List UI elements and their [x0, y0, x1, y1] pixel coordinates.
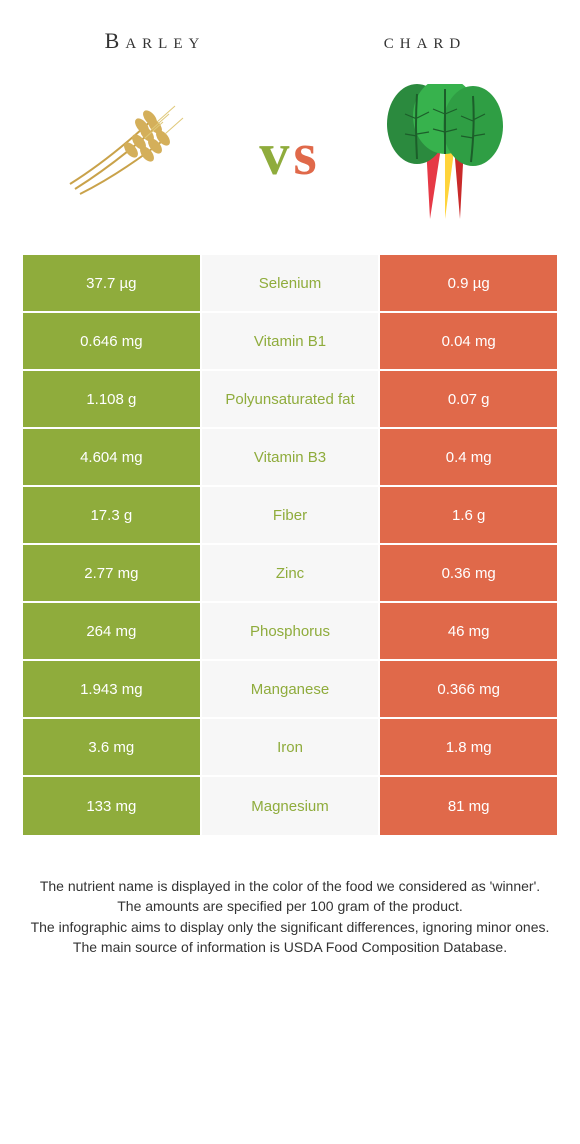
- right-value: 81 mg: [378, 777, 557, 835]
- left-value: 17.3 g: [23, 487, 202, 543]
- nutrient-label: Selenium: [202, 255, 379, 311]
- nutrient-row: 37.7 µgSelenium0.9 µg: [23, 255, 557, 313]
- left-value: 2.77 mg: [23, 545, 202, 601]
- nutrient-label: Manganese: [202, 661, 379, 717]
- right-value: 0.36 mg: [378, 545, 557, 601]
- left-value: 4.604 mg: [23, 429, 202, 485]
- chard-image: [341, 84, 550, 224]
- right-value: 0.4 mg: [378, 429, 557, 485]
- vs-s: s: [293, 121, 320, 187]
- barley-icon: [65, 104, 205, 204]
- nutrient-label: Vitamin B3: [202, 429, 379, 485]
- left-value: 1.108 g: [23, 371, 202, 427]
- nutrient-row: 1.108 gPolyunsaturated fat0.07 g: [23, 371, 557, 429]
- footnote-line: The infographic aims to display only the…: [30, 917, 550, 937]
- nutrient-row: 3.6 mgIron1.8 mg: [23, 719, 557, 777]
- nutrient-row: 17.3 gFiber1.6 g: [23, 487, 557, 545]
- nutrient-label: Fiber: [202, 487, 379, 543]
- nutrient-row: 133 mgMagnesium81 mg: [23, 777, 557, 835]
- right-value: 46 mg: [378, 603, 557, 659]
- footnote-line: The amounts are specified per 100 gram o…: [30, 896, 550, 916]
- left-value: 3.6 mg: [23, 719, 202, 775]
- left-value: 1.943 mg: [23, 661, 202, 717]
- right-value: 0.366 mg: [378, 661, 557, 717]
- nutrient-label: Polyunsaturated fat: [202, 371, 379, 427]
- right-food-title: chard: [290, 28, 560, 54]
- right-value: 1.6 g: [378, 487, 557, 543]
- left-value: 264 mg: [23, 603, 202, 659]
- nutrient-row: 2.77 mgZinc0.36 mg: [23, 545, 557, 603]
- left-food-title: Barley: [20, 28, 290, 54]
- right-value: 0.04 mg: [378, 313, 557, 369]
- left-value: 37.7 µg: [23, 255, 202, 311]
- right-value: 1.8 mg: [378, 719, 557, 775]
- nutrient-label: Phosphorus: [202, 603, 379, 659]
- nutrient-label: Zinc: [202, 545, 379, 601]
- nutrient-row: 4.604 mgVitamin B30.4 mg: [23, 429, 557, 487]
- footnote-line: The main source of information is USDA F…: [30, 937, 550, 957]
- right-value: 0.07 g: [378, 371, 557, 427]
- nutrient-label: Magnesium: [202, 777, 379, 835]
- nutrient-label: Vitamin B1: [202, 313, 379, 369]
- nutrient-row: 1.943 mgManganese0.366 mg: [23, 661, 557, 719]
- right-value: 0.9 µg: [378, 255, 557, 311]
- nutrient-table: 37.7 µgSelenium0.9 µg0.646 mgVitamin B10…: [22, 254, 558, 836]
- vs-v: v: [259, 121, 293, 187]
- left-value: 0.646 mg: [23, 313, 202, 369]
- footnotes: The nutrient name is displayed in the co…: [0, 836, 580, 977]
- header: Barley chard: [0, 0, 580, 64]
- nutrient-row: 0.646 mgVitamin B10.04 mg: [23, 313, 557, 371]
- barley-image: [30, 104, 239, 204]
- left-value: 133 mg: [23, 777, 202, 835]
- images-row: vs: [0, 64, 580, 254]
- vs-label: vs: [259, 120, 320, 189]
- nutrient-label: Iron: [202, 719, 379, 775]
- footnote-line: The nutrient name is displayed in the co…: [30, 876, 550, 896]
- chard-icon: [375, 84, 515, 224]
- nutrient-row: 264 mgPhosphorus46 mg: [23, 603, 557, 661]
